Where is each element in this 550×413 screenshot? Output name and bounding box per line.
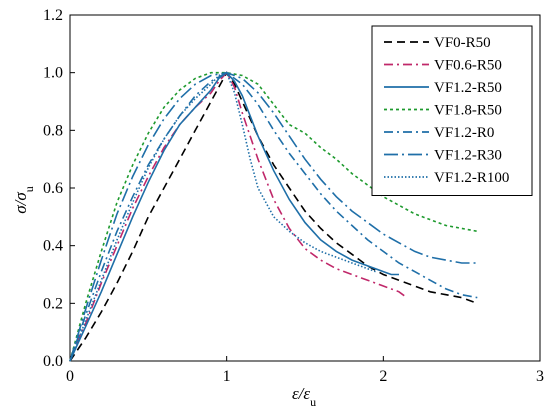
y-tick-label: 1.0 <box>43 65 63 82</box>
legend-label-VF1.8-R50: VF1.8-R50 <box>434 103 502 119</box>
x-axis-title: ε/εu <box>292 384 316 409</box>
y-tick-label: 0.2 <box>43 295 63 312</box>
legend-box <box>371 25 533 196</box>
y-tick-label: 1.2 <box>43 7 63 24</box>
legend-label-VF0-R50: VF0-R50 <box>434 35 491 51</box>
series-line-VF1.2-R100 <box>69 71 376 362</box>
legend-label-VF1.2-R100: VF1.2-R100 <box>434 170 509 186</box>
y-tick-label: 0.4 <box>43 238 63 255</box>
y-tick-label: 0.6 <box>43 180 63 197</box>
y-tick-label: 0.0 <box>43 353 63 370</box>
legend-label-VF0.6-R50: VF0.6-R50 <box>434 58 502 74</box>
tick-labels: 0.0 0.2 0.4 0.6 0.8 1.0 1.2 0 1 2 3 <box>43 7 544 385</box>
series-line-VF1.2-R0 <box>69 71 478 362</box>
legend: VF0-R50 VF0.6-R50 VF1.2-R50 VF1.8-R50 VF1.2-… <box>371 25 533 196</box>
series-line-VF0-R50 <box>69 71 478 362</box>
series-line-VF0.6-R50 <box>69 71 408 362</box>
y-tick-label: 0.8 <box>43 122 63 139</box>
legend-label-VF1.2-R0: VF1.2-R0 <box>434 125 494 141</box>
series-line-VF1.2-R50 <box>69 71 399 362</box>
y-axis-title: σ/σu <box>11 186 36 214</box>
series-line-VF1.2-R30 <box>69 71 478 362</box>
x-tick-label: 0 <box>66 368 74 385</box>
x-tick-label: 2 <box>379 368 387 385</box>
series-lines <box>69 71 478 362</box>
x-tick-label: 1 <box>223 368 231 385</box>
legend-label-VF1.2-R30: VF1.2-R30 <box>434 148 502 164</box>
series-line-VF1.8-R50 <box>69 71 478 362</box>
legend-label-VF1.2-R50: VF1.2-R50 <box>434 80 502 96</box>
x-tick-label: 3 <box>536 368 544 385</box>
